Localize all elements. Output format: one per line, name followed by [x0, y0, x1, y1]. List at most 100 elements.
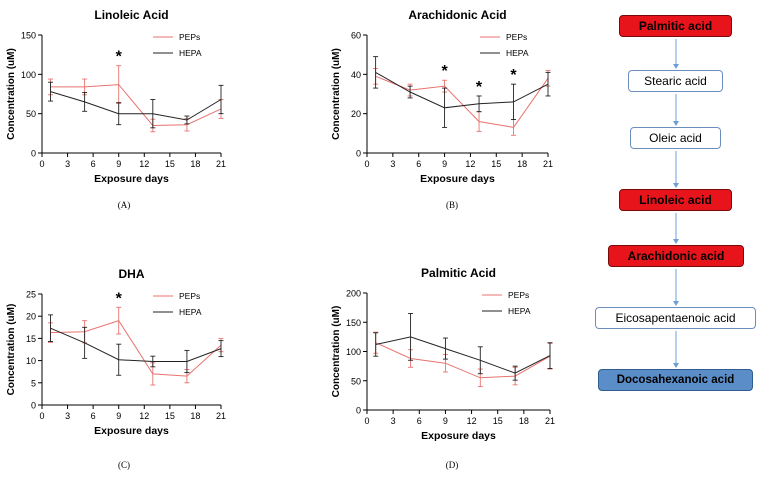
x-tick-label: 3: [65, 159, 70, 169]
y-tick-label: 25: [26, 290, 36, 300]
significance-star: *: [441, 63, 448, 80]
error-bar: [184, 349, 190, 374]
x-tick-label: 18: [517, 159, 527, 169]
x-tick-label: 15: [165, 411, 175, 421]
legend-label: PEPs: [508, 290, 529, 300]
series-peps: [373, 67, 551, 136]
significance-star: *: [116, 290, 123, 307]
x-tick-label: 18: [519, 416, 529, 426]
error-bar: [116, 102, 122, 126]
error-bar: [442, 87, 448, 128]
series-peps: [48, 306, 224, 386]
pathway-arrow: [673, 269, 679, 306]
legend-label: HEPA: [179, 48, 202, 58]
series-hepa: [373, 313, 553, 381]
error-bar: [373, 56, 379, 89]
x-tick-label: 6: [91, 159, 96, 169]
error-bar: [373, 332, 379, 357]
y-tick-label: 20: [351, 109, 361, 119]
x-tick-label: 18: [190, 411, 200, 421]
x-tick-label: 0: [364, 159, 369, 169]
legend-label: HEPA: [179, 307, 202, 317]
error-bar: [511, 83, 517, 121]
x-tick-label: 6: [91, 411, 96, 421]
error-bar: [218, 84, 224, 115]
y-tick-label: 40: [351, 70, 361, 80]
panel-caption: (A): [118, 200, 131, 210]
x-tick-label: 9: [442, 159, 447, 169]
legend-label: PEPs: [506, 32, 527, 42]
x-tick-label: 21: [216, 159, 226, 169]
error-bar: [116, 343, 122, 376]
x-tick-label: 12: [465, 159, 475, 169]
y-tick-label: 5: [31, 378, 36, 388]
error-bar: [82, 326, 88, 359]
significance-star: *: [476, 79, 483, 96]
x-tick-label: 6: [417, 416, 422, 426]
error-bar: [150, 99, 156, 129]
chart-title: Linoleic Acid: [94, 8, 168, 22]
x-tick-label: 9: [443, 416, 448, 426]
panel-caption: (B): [446, 200, 458, 210]
x-axis-label: Exposure days: [420, 173, 495, 185]
error-bar: [476, 95, 482, 113]
legend: PEPs HEPA: [482, 290, 531, 316]
x-tick-label: 12: [139, 159, 149, 169]
series-line: [50, 327, 222, 362]
y-tick-label: 150: [21, 31, 36, 41]
series-line: [375, 71, 549, 109]
series-line: [50, 91, 222, 121]
pathway-arrow: [673, 151, 679, 188]
series-peps: [373, 331, 553, 388]
legend: PEPs HEPA: [153, 291, 202, 317]
chart-title: Arachidonic Acid: [408, 8, 506, 22]
pathway-node-oleic-acid: Oleic acid: [630, 127, 721, 149]
y-tick-label: 10: [26, 356, 36, 366]
chart-panel-a: Linoleic Acid 0 50 100 150 0 3 6 9 12 15 18 21 Exposu…: [6, 8, 226, 210]
x-tick-label: 21: [543, 159, 553, 169]
pathway-arrow: [673, 331, 679, 368]
chart-panel-c: DHA 0 5 10 15 20 25 0 3 6 9 12 15 18 21 Exposure days Co…: [6, 267, 226, 470]
error-bar: [547, 342, 553, 369]
x-tick-label: 12: [467, 416, 477, 426]
y-tick-label: 150: [346, 318, 361, 328]
significance-star: *: [510, 67, 517, 84]
y-tick-label: 100: [346, 347, 361, 357]
y-tick-label: 0: [31, 149, 36, 159]
chart-title: DHA: [119, 267, 145, 281]
x-tick-label: 12: [139, 411, 149, 421]
chart-title: Palmitic Acid: [421, 266, 496, 280]
error-bar: [477, 346, 483, 375]
x-tick-label: 15: [491, 159, 501, 169]
chart-panel-b: Arachidonic Acid 0 20 40 60 0 3 6 9 12 15 18 21 Expos…: [331, 8, 553, 210]
x-tick-label: 0: [364, 416, 369, 426]
legend-label: HEPA: [506, 48, 529, 58]
y-axis-label: Concentration (uM): [6, 48, 17, 140]
y-tick-label: 15: [26, 334, 36, 344]
pathway-arrow: [673, 213, 679, 244]
x-tick-label: 9: [116, 411, 121, 421]
error-bar: [184, 115, 190, 125]
error-bar: [545, 71, 551, 97]
pathway-node-eicosapentaenoic-acid: Eicosapentaenoic acid: [595, 307, 756, 329]
error-bar: [116, 306, 122, 335]
error-bar: [48, 81, 54, 102]
significance-star: *: [116, 49, 123, 66]
legend-label: HEPA: [508, 306, 531, 316]
error-bar: [442, 337, 448, 360]
y-tick-label: 0: [356, 149, 361, 159]
y-tick-label: 50: [351, 376, 361, 386]
legend: PEPs HEPA: [480, 32, 529, 58]
x-tick-label: 3: [390, 159, 395, 169]
legend-label: PEPs: [179, 32, 200, 42]
x-tick-label: 0: [39, 411, 44, 421]
pathway-node-stearic-acid: Stearic acid: [628, 70, 723, 92]
y-tick-label: 200: [346, 289, 361, 299]
x-tick-label: 18: [190, 159, 200, 169]
series-hepa: [48, 314, 224, 376]
series-line: [375, 342, 551, 379]
x-tick-label: 21: [216, 411, 226, 421]
x-tick-label: 15: [165, 159, 175, 169]
y-tick-label: 50: [26, 109, 36, 119]
